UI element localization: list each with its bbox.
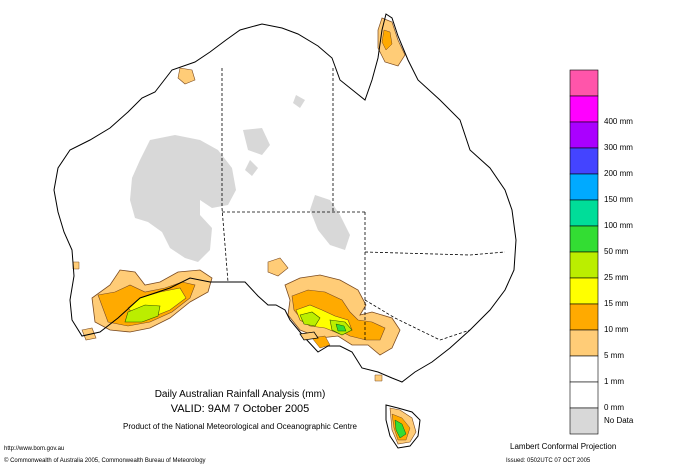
legend-label: 0 mm bbox=[604, 403, 624, 412]
legend-label: 100 mm bbox=[604, 221, 633, 230]
legend-swatch bbox=[569, 251, 599, 279]
legend-label: 1 mm bbox=[604, 377, 624, 386]
legend-label: 400 mm bbox=[604, 117, 633, 126]
legend-label: 5 mm bbox=[604, 351, 624, 360]
legend-label: 15 mm bbox=[604, 299, 629, 308]
legend-swatches bbox=[569, 69, 599, 435]
legend-swatch bbox=[569, 173, 599, 201]
legend-label: No Data bbox=[604, 416, 634, 425]
copyright-text: © Commonwealth of Australia 2005, Common… bbox=[4, 458, 206, 464]
projection-text: Lambert Conformal Projection bbox=[510, 442, 617, 451]
legend-label: 50 mm bbox=[604, 247, 629, 256]
rainfall-southeast bbox=[267, 257, 401, 382]
rainfall-southwest bbox=[72, 67, 213, 341]
legend-swatch bbox=[569, 121, 599, 149]
legend-label: 10 mm bbox=[604, 325, 629, 334]
rainfall-north-queensland bbox=[377, 17, 406, 67]
tasmania-coastline bbox=[385, 404, 421, 449]
legend-label: 25 mm bbox=[604, 273, 629, 282]
legend-swatch bbox=[569, 199, 599, 227]
legend-swatch bbox=[569, 225, 599, 253]
legend-swatch bbox=[569, 329, 599, 357]
product-credit: Product of the National Meteorological a… bbox=[123, 422, 357, 431]
legend-swatch bbox=[569, 407, 599, 435]
legend-swatch bbox=[569, 355, 599, 383]
state-borders bbox=[221, 68, 506, 341]
valid-date: VALID: 9AM 7 October 2005 bbox=[170, 403, 310, 415]
map-title: Daily Australian Rainfall Analysis (mm) bbox=[154, 389, 326, 400]
legend-swatch bbox=[569, 381, 599, 409]
rainfall-tasmania bbox=[389, 407, 417, 445]
kangaroo-island bbox=[299, 331, 319, 341]
legend-label: 300 mm bbox=[604, 143, 633, 152]
legend-swatch bbox=[569, 69, 599, 97]
url-link[interactable]: http://www.bom.gov.au bbox=[4, 446, 65, 452]
legend-swatch bbox=[569, 147, 599, 175]
no-data-region bbox=[130, 95, 350, 262]
legend-label: 200 mm bbox=[604, 169, 633, 178]
legend-swatch bbox=[569, 277, 599, 305]
legend-swatch bbox=[569, 95, 599, 123]
legend-swatch bbox=[569, 303, 599, 331]
australia-coastline bbox=[53, 13, 517, 383]
legend-label: 150 mm bbox=[604, 195, 633, 204]
issued-text: Issued: 0502UTC 07 OCT 2005 bbox=[506, 458, 591, 464]
